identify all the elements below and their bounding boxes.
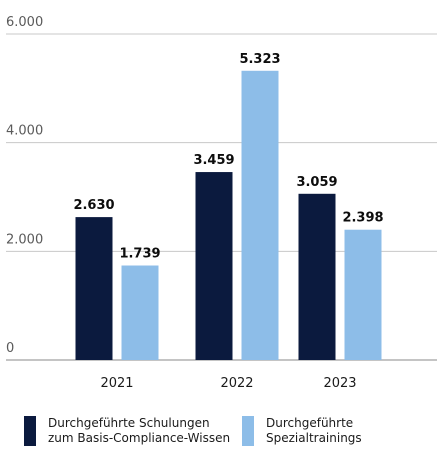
bar-basis-2023 bbox=[298, 193, 336, 360]
legend-swatch-basis bbox=[24, 416, 36, 446]
legend-label-spezial: Durchgeführte Spezialtrainings bbox=[266, 416, 362, 445]
y-tick-label: 6.000 bbox=[6, 15, 43, 30]
legend-label-basis: Durchgeführte Schulungen zum Basis-Compl… bbox=[48, 416, 231, 445]
y-tick-label: 4.000 bbox=[6, 124, 43, 139]
data-label-basis-2023: 3.059 bbox=[296, 175, 337, 190]
data-label-basis-2022: 3.459 bbox=[193, 153, 234, 168]
legend-item-spezial: Durchgeführte Spezialtrainings bbox=[242, 416, 362, 446]
bar-spezial-2021 bbox=[121, 265, 159, 360]
x-tick-label-2022: 2022 bbox=[220, 376, 253, 391]
legend-item-basis: Durchgeführte Schulungen zum Basis-Compl… bbox=[24, 416, 230, 446]
data-label-spezial-2021: 1.739 bbox=[119, 247, 160, 262]
y-tick-label: 2.000 bbox=[6, 232, 43, 247]
x-tick-label-2023: 2023 bbox=[323, 376, 356, 391]
bar-spezial-2023 bbox=[344, 229, 382, 360]
data-label-spezial-2022: 5.323 bbox=[239, 52, 280, 67]
x-tick-label-2021: 2021 bbox=[100, 376, 133, 391]
data-label-basis-2021: 2.630 bbox=[73, 198, 114, 213]
bar-basis-2021 bbox=[75, 217, 113, 360]
bar-spezial-2022 bbox=[241, 70, 279, 361]
legend-swatch-spezial bbox=[242, 416, 254, 446]
legend: Durchgeführte Schulungen zum Basis-Compl… bbox=[24, 416, 434, 450]
bar-basis-2022 bbox=[195, 172, 233, 360]
y-tick-label: 0 bbox=[6, 341, 14, 356]
data-label-spezial-2023: 2.398 bbox=[342, 211, 383, 226]
bar-chart: 0 2.000 4.000 6.000 2.630 1.739 2021 3.459 5.323… bbox=[6, 15, 437, 391]
